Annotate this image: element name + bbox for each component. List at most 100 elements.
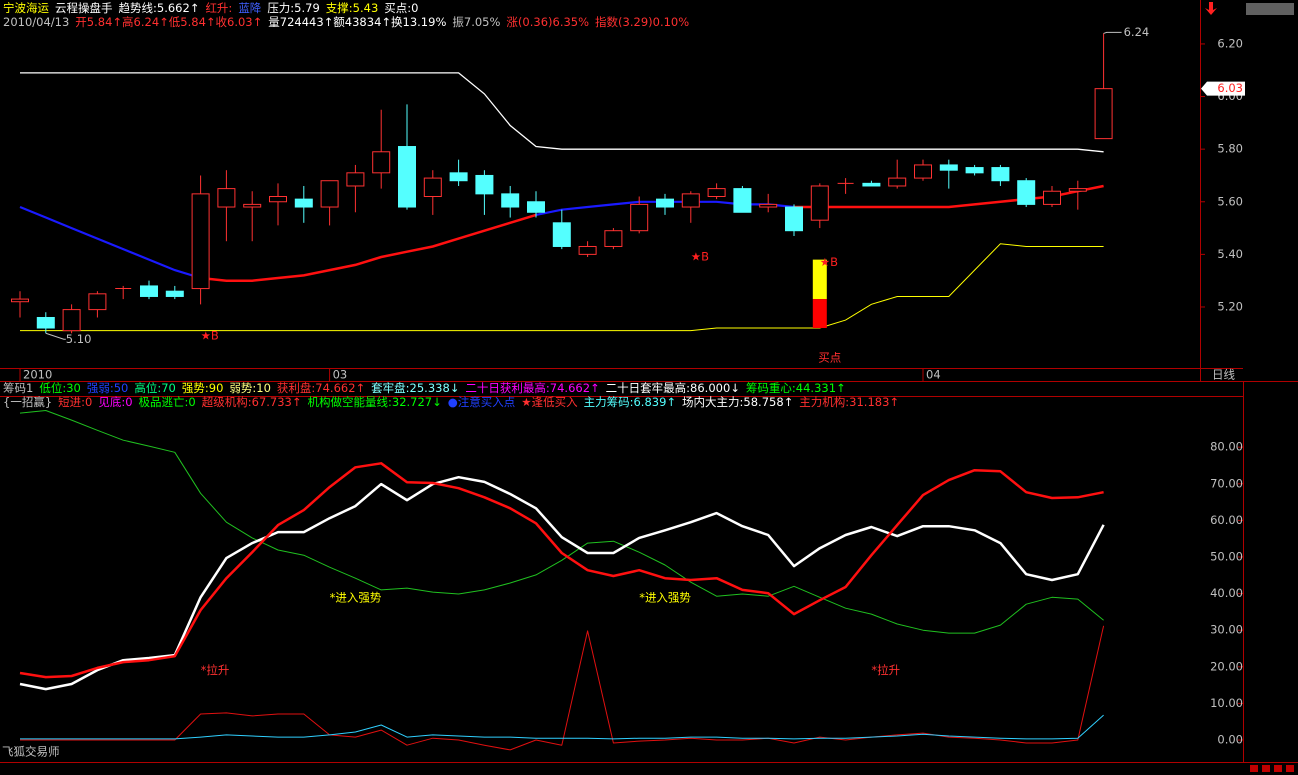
candle-body [217, 188, 236, 208]
candle-body [578, 245, 597, 255]
x-tick-label: 03 [333, 368, 348, 382]
indicator-line [20, 72, 1104, 153]
candle-body [914, 164, 932, 179]
header-item: {一招赢} [3, 395, 52, 409]
indicator-line [20, 243, 1104, 332]
icon[interactable] [1286, 765, 1294, 772]
candle-body [888, 177, 907, 187]
candle-body [140, 285, 158, 297]
header-item: 2010/04/13 [3, 15, 69, 29]
candle-body [965, 167, 984, 174]
icon[interactable] [1246, 3, 1294, 15]
header-item: 云程操盘手 [55, 1, 113, 15]
icon[interactable] [1274, 765, 1282, 772]
candle-body [36, 316, 55, 329]
header-item: 涨(0.36)6.35% [506, 15, 589, 29]
buy-bar-upper [812, 259, 827, 300]
header-item: 获利盘:74.662↑ [277, 381, 365, 395]
low-leader [45, 332, 66, 340]
y-tick-label: 30.00 [1210, 623, 1243, 637]
y-tick-label: 80.00 [1210, 440, 1243, 454]
header-item: 指数(3.29)0.10% [595, 15, 689, 29]
buy-bar-lower [812, 299, 827, 329]
candle-body [88, 293, 107, 311]
header-item: 开5.84↑高6.24↑低5.84↑收6.03↑ [75, 15, 262, 29]
candle-body [320, 180, 339, 208]
y-tick-label: 5.40 [1217, 247, 1243, 261]
header-item: 二十日获利最高:74.662↑ [465, 381, 599, 395]
header-item: 二十日套牢最高:86.000↓ [606, 381, 740, 395]
candle-body [527, 201, 545, 213]
header-item: 主力机构:31.183↑ [799, 395, 899, 409]
header-item: 超级机构:67.733↑ [202, 395, 302, 409]
y-tick-label: 60.00 [1210, 513, 1243, 527]
header-item: 宁波海运 [3, 1, 49, 15]
header-item: 场内大主力:58.758↑ [682, 395, 793, 409]
icon[interactable] [1250, 765, 1258, 772]
candle-body [785, 206, 803, 232]
indicator-line [20, 625, 1105, 751]
header-item: 蓝降 [238, 1, 261, 15]
annotation: *进入强势 [330, 590, 382, 604]
low-label: 5.10 [66, 332, 92, 346]
y-tick-label: 20.00 [1210, 659, 1243, 673]
x-tick-label: 2010 [23, 368, 52, 382]
toolbar[interactable] [1205, 2, 1294, 772]
y-tick-label: 40.00 [1210, 586, 1243, 600]
signal-marker: ★B [691, 249, 709, 263]
header-item: 低位:30 [39, 381, 81, 395]
header-row: 2010/04/13 开5.84↑高6.24↑低5.84↑收6.03↑ 量72444… [3, 15, 689, 29]
icon[interactable] [1205, 2, 1217, 15]
candle-body [604, 230, 623, 247]
candle-body [243, 203, 262, 208]
header-item: 主力筹码:6.839↑ [584, 395, 676, 409]
header-item: 趋势线:5.662↑ [119, 1, 200, 15]
candle-body [269, 195, 287, 203]
candle-body [11, 298, 29, 303]
candle-body [1017, 180, 1036, 205]
indicator-line [20, 714, 1104, 740]
annotation: *拉升 [871, 663, 900, 677]
period-label: 日线 [1212, 368, 1235, 382]
annotation: *拉升 [201, 663, 230, 677]
header-item: 极品逃亡:0 [139, 395, 196, 409]
header-item: 压力:5.79 [267, 1, 319, 15]
header-item: 买点:0 [384, 1, 418, 15]
y-tick-label: 0.00 [1217, 733, 1243, 747]
header-item: 量724443↑额43834↑换13.19% [268, 15, 446, 29]
header-item: 弱势:10 [229, 381, 271, 395]
candle-body [191, 193, 210, 290]
buy-label: 买点 [818, 351, 841, 365]
y-tick-label: 5.80 [1217, 142, 1243, 156]
high-leader [1103, 31, 1122, 34]
header-item: ●注意买入点 [448, 395, 516, 409]
annotation: *进入强势 [639, 590, 691, 604]
candle-body [1068, 188, 1087, 192]
header-item: 振7.05% [452, 15, 500, 29]
candle-body [656, 198, 674, 208]
candle-body [1094, 88, 1113, 140]
header-item: 见底:0 [98, 395, 132, 409]
candle-body [733, 188, 752, 213]
header-item: 支撑:5.43 [326, 1, 378, 15]
candle-body [707, 188, 726, 197]
candle-body [501, 193, 520, 208]
y-tick-label: 5.60 [1217, 194, 1243, 208]
price-tag [1201, 81, 1245, 96]
indicator-line [19, 475, 1105, 691]
candle-body [294, 198, 313, 208]
header-item: 高位:70 [134, 381, 176, 395]
high-label: 6.24 [1124, 25, 1150, 39]
header-item: 筹码1 [3, 381, 33, 395]
header-item: 短进:0 [58, 395, 92, 409]
candle-body [552, 222, 571, 247]
candle-body [939, 164, 958, 171]
indicator-line [19, 462, 1104, 679]
icon[interactable] [1262, 765, 1270, 772]
indicator-line [19, 410, 1104, 634]
header-row: 宁波海运 云程操盘手 趋势线:5.662↑ 红升: 蓝降 压力:5.79 支撑:5.43 买点… [3, 1, 418, 15]
x-tick-label: 04 [926, 368, 941, 382]
